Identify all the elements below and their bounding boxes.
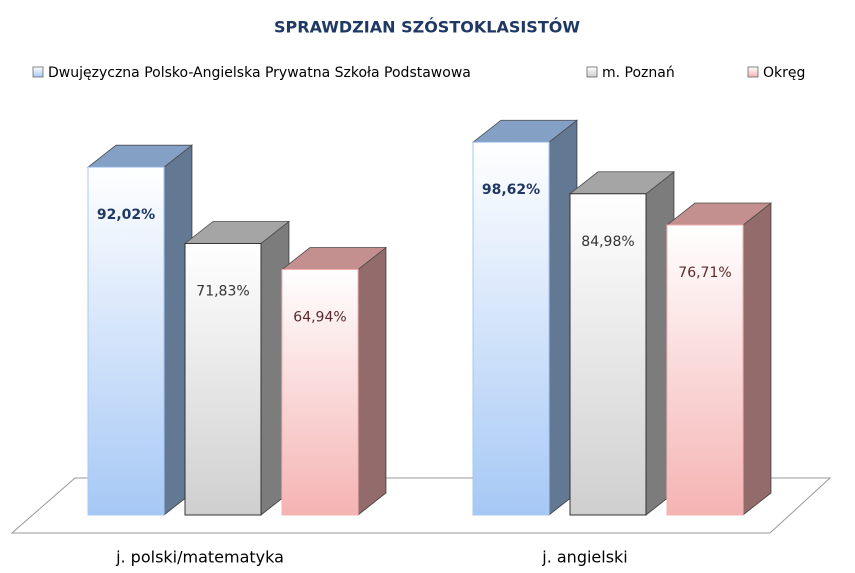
bar [87,166,165,516]
value-label: 84,98% [581,234,634,250]
bar-side-shade [358,247,386,515]
bar-top-shade [282,247,386,270]
legend-label: Okręg [763,65,805,81]
legend-swatch [747,66,759,78]
bar-top-shade [185,221,289,244]
chart-title: SPRAWDZIAN SZÓSTOKLASISTÓW [274,18,580,37]
value-label: 71,83% [196,283,249,299]
bar-top-shade [570,171,674,194]
bar [472,141,550,516]
value-label: 64,94% [293,310,346,326]
value-label: 76,71% [678,265,731,281]
legend-label: m. Poznań [602,65,675,81]
x-tick-label: j. polski/matematyka [115,548,284,567]
value-label: 92,02% [97,207,155,223]
bar [281,269,359,516]
legend-swatch [32,66,44,78]
bar [184,242,262,516]
bar [569,193,647,516]
x-tick-label: j. angielski [541,548,628,567]
bar-side-shade [743,203,771,515]
bar-top-shade [473,120,577,143]
bar-top-shade [667,203,771,226]
legend-label: Dwujęzyczna Polsko-Angielska Prywatna Sz… [48,65,471,81]
value-label: 98,62% [482,182,540,198]
legend-swatch [586,66,598,78]
bar-top-shade [88,145,192,168]
bar [666,224,744,516]
